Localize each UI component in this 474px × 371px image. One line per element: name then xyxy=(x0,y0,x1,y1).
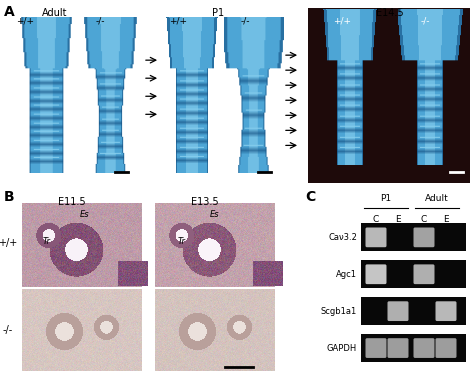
Text: Caν3.2: Caν3.2 xyxy=(328,233,357,242)
FancyBboxPatch shape xyxy=(365,265,386,284)
Text: -/-: -/- xyxy=(95,16,105,25)
Text: +/+: +/+ xyxy=(16,16,34,25)
FancyBboxPatch shape xyxy=(413,338,435,358)
Text: Scgb1a1: Scgb1a1 xyxy=(321,307,357,316)
Text: E13.5: E13.5 xyxy=(191,197,219,207)
Text: E: E xyxy=(443,216,449,224)
FancyBboxPatch shape xyxy=(413,265,435,284)
FancyBboxPatch shape xyxy=(361,223,466,251)
Text: -/-: -/- xyxy=(3,325,13,335)
FancyBboxPatch shape xyxy=(361,334,466,362)
FancyBboxPatch shape xyxy=(387,301,409,321)
Text: E: E xyxy=(395,216,401,224)
Text: +/+: +/+ xyxy=(0,238,18,248)
Text: Adult: Adult xyxy=(42,8,68,18)
Text: -/-: -/- xyxy=(240,16,250,25)
Text: P1: P1 xyxy=(381,194,392,203)
FancyBboxPatch shape xyxy=(308,8,470,184)
Text: E14.5: E14.5 xyxy=(376,8,404,18)
Text: C: C xyxy=(305,190,315,204)
Text: GAPDH: GAPDH xyxy=(327,344,357,352)
Text: Adult: Adult xyxy=(425,194,449,203)
Text: A: A xyxy=(4,5,15,19)
Text: Tr: Tr xyxy=(43,237,51,246)
Text: E11.5: E11.5 xyxy=(58,197,86,207)
FancyBboxPatch shape xyxy=(413,227,435,247)
FancyBboxPatch shape xyxy=(365,227,386,247)
Text: -/-: -/- xyxy=(420,16,430,25)
Text: Tr: Tr xyxy=(178,237,186,246)
Text: P1: P1 xyxy=(212,8,224,18)
FancyBboxPatch shape xyxy=(365,338,386,358)
FancyBboxPatch shape xyxy=(387,338,409,358)
Text: B: B xyxy=(4,190,15,204)
FancyBboxPatch shape xyxy=(436,301,456,321)
Text: C: C xyxy=(373,216,379,224)
FancyBboxPatch shape xyxy=(436,338,456,358)
Text: Es: Es xyxy=(80,210,90,219)
Text: +/+: +/+ xyxy=(169,16,187,25)
Text: Es: Es xyxy=(210,210,220,219)
Text: +/+: +/+ xyxy=(333,16,351,25)
FancyBboxPatch shape xyxy=(361,260,466,288)
Text: C: C xyxy=(421,216,427,224)
Text: Agc1: Agc1 xyxy=(336,270,357,279)
FancyBboxPatch shape xyxy=(361,297,466,325)
